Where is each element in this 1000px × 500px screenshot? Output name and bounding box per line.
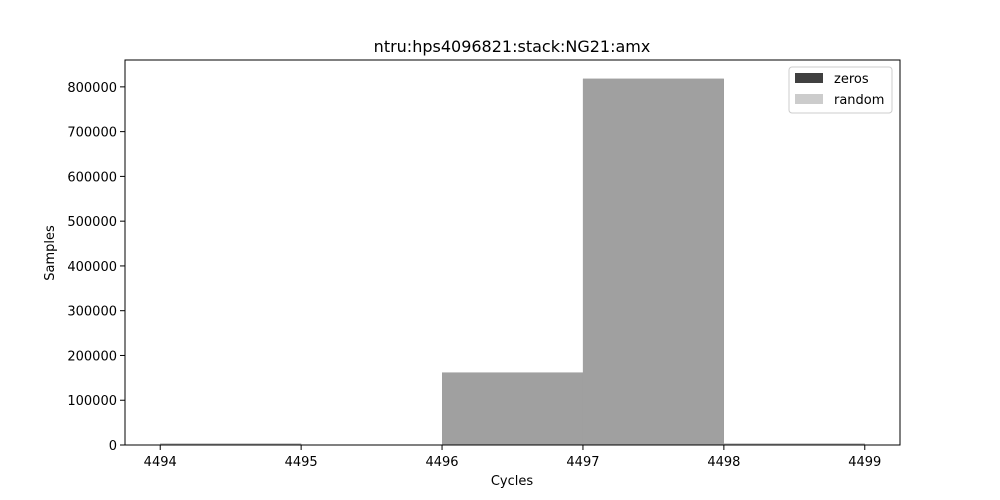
legend-swatch-zeros [795, 73, 823, 83]
y-tick-label-1: 100000 [67, 394, 117, 409]
legend-label-random: random [834, 93, 884, 108]
y-tick-label-2: 200000 [67, 349, 117, 364]
legend-label-zeros: zeros [834, 72, 869, 87]
legend-swatch-random [795, 94, 823, 104]
x-tick-label-5: 4499 [848, 455, 881, 470]
bar-overlap-3 [582, 78, 724, 446]
y-tick-label-3: 300000 [67, 305, 117, 320]
bar-overlap-4 [723, 443, 865, 445]
y-tick-label-7: 700000 [67, 126, 117, 141]
x-axis-label: Cycles [491, 474, 534, 489]
x-tick-label-3: 4497 [566, 455, 599, 470]
x-tick-label-4: 4498 [707, 455, 740, 470]
x-tick-label-0: 4494 [144, 455, 177, 470]
y-tick-label-0: 0 [109, 439, 117, 454]
x-axis: 4494 4495 4496 4497 4498 4499 [144, 445, 881, 470]
bars-group [160, 78, 865, 446]
y-axis: 0 100000 200000 300000 400000 500000 600000 700… [67, 81, 125, 454]
y-tick-label-8: 800000 [67, 81, 117, 96]
y-tick-label-6: 600000 [67, 170, 117, 185]
bar-overlap-0 [160, 443, 302, 445]
y-tick-label-4: 400000 [67, 260, 117, 275]
bar-overlap-2 [442, 372, 583, 445]
y-axis-label: Samples [43, 225, 58, 281]
plot-frame [124, 59, 901, 446]
x-tick-label-1: 4495 [285, 455, 318, 470]
y-tick-label-5: 500000 [67, 215, 117, 230]
x-tick-label-2: 4496 [425, 455, 458, 470]
chart-title: ntru:hps4096821:stack:NG21:amx [374, 37, 651, 56]
legend: zeros random [788, 66, 893, 114]
